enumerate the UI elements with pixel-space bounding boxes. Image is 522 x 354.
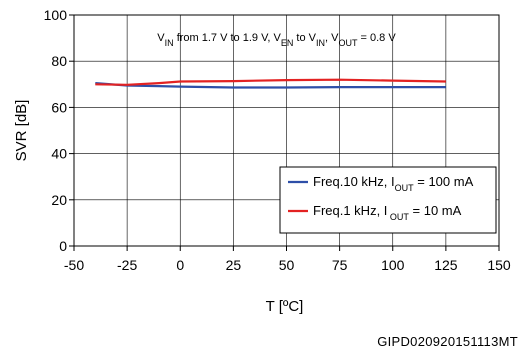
figure-id: GIPD020920151113MT [377, 334, 518, 349]
x-tick-label: 0 [176, 257, 184, 273]
legend-label: Freq.10 kHz, IOUT = 100 mA [313, 174, 474, 193]
conditions-annotation: VIN from 1.7 V to 1.9 V, VEN to VIN, VOU… [157, 32, 396, 48]
x-axis-label: T [ºC] [266, 298, 304, 315]
x-tick-label: 100 [381, 257, 405, 273]
y-tick-label: 20 [51, 192, 67, 208]
x-tick-label: 125 [434, 257, 458, 273]
legend: Freq.10 kHz, IOUT = 100 mA Freq.1 kHz, I … [279, 166, 497, 234]
x-tick-label: 25 [226, 257, 242, 273]
legend-label: Freq.1 kHz, I OUT = 10 mA [313, 203, 462, 222]
legend-box [279, 166, 497, 234]
y-tick-label: 100 [44, 7, 68, 23]
y-tick-label: 40 [51, 146, 67, 162]
x-tick-label: -50 [64, 257, 84, 273]
y-tick-label: 0 [59, 238, 67, 254]
series-line-2 [95, 78, 446, 86]
x-tick-label: 150 [487, 257, 511, 273]
y-tick-label: 60 [51, 99, 67, 115]
x-tick-label: 50 [279, 257, 295, 273]
y-tick-labels: 0 20 40 60 80 100 [44, 7, 68, 254]
y-axis-label: SVR [dB] [13, 100, 30, 162]
series-lines [95, 78, 446, 89]
x-tick-label: 75 [332, 257, 348, 273]
x-tick-labels: -50 -25 0 25 50 75 100 125 150 [64, 257, 511, 273]
y-tick-label: 80 [51, 53, 67, 69]
x-tick-label: -25 [117, 257, 137, 273]
plot-frame [73, 14, 500, 247]
series-line-1 [95, 82, 446, 89]
